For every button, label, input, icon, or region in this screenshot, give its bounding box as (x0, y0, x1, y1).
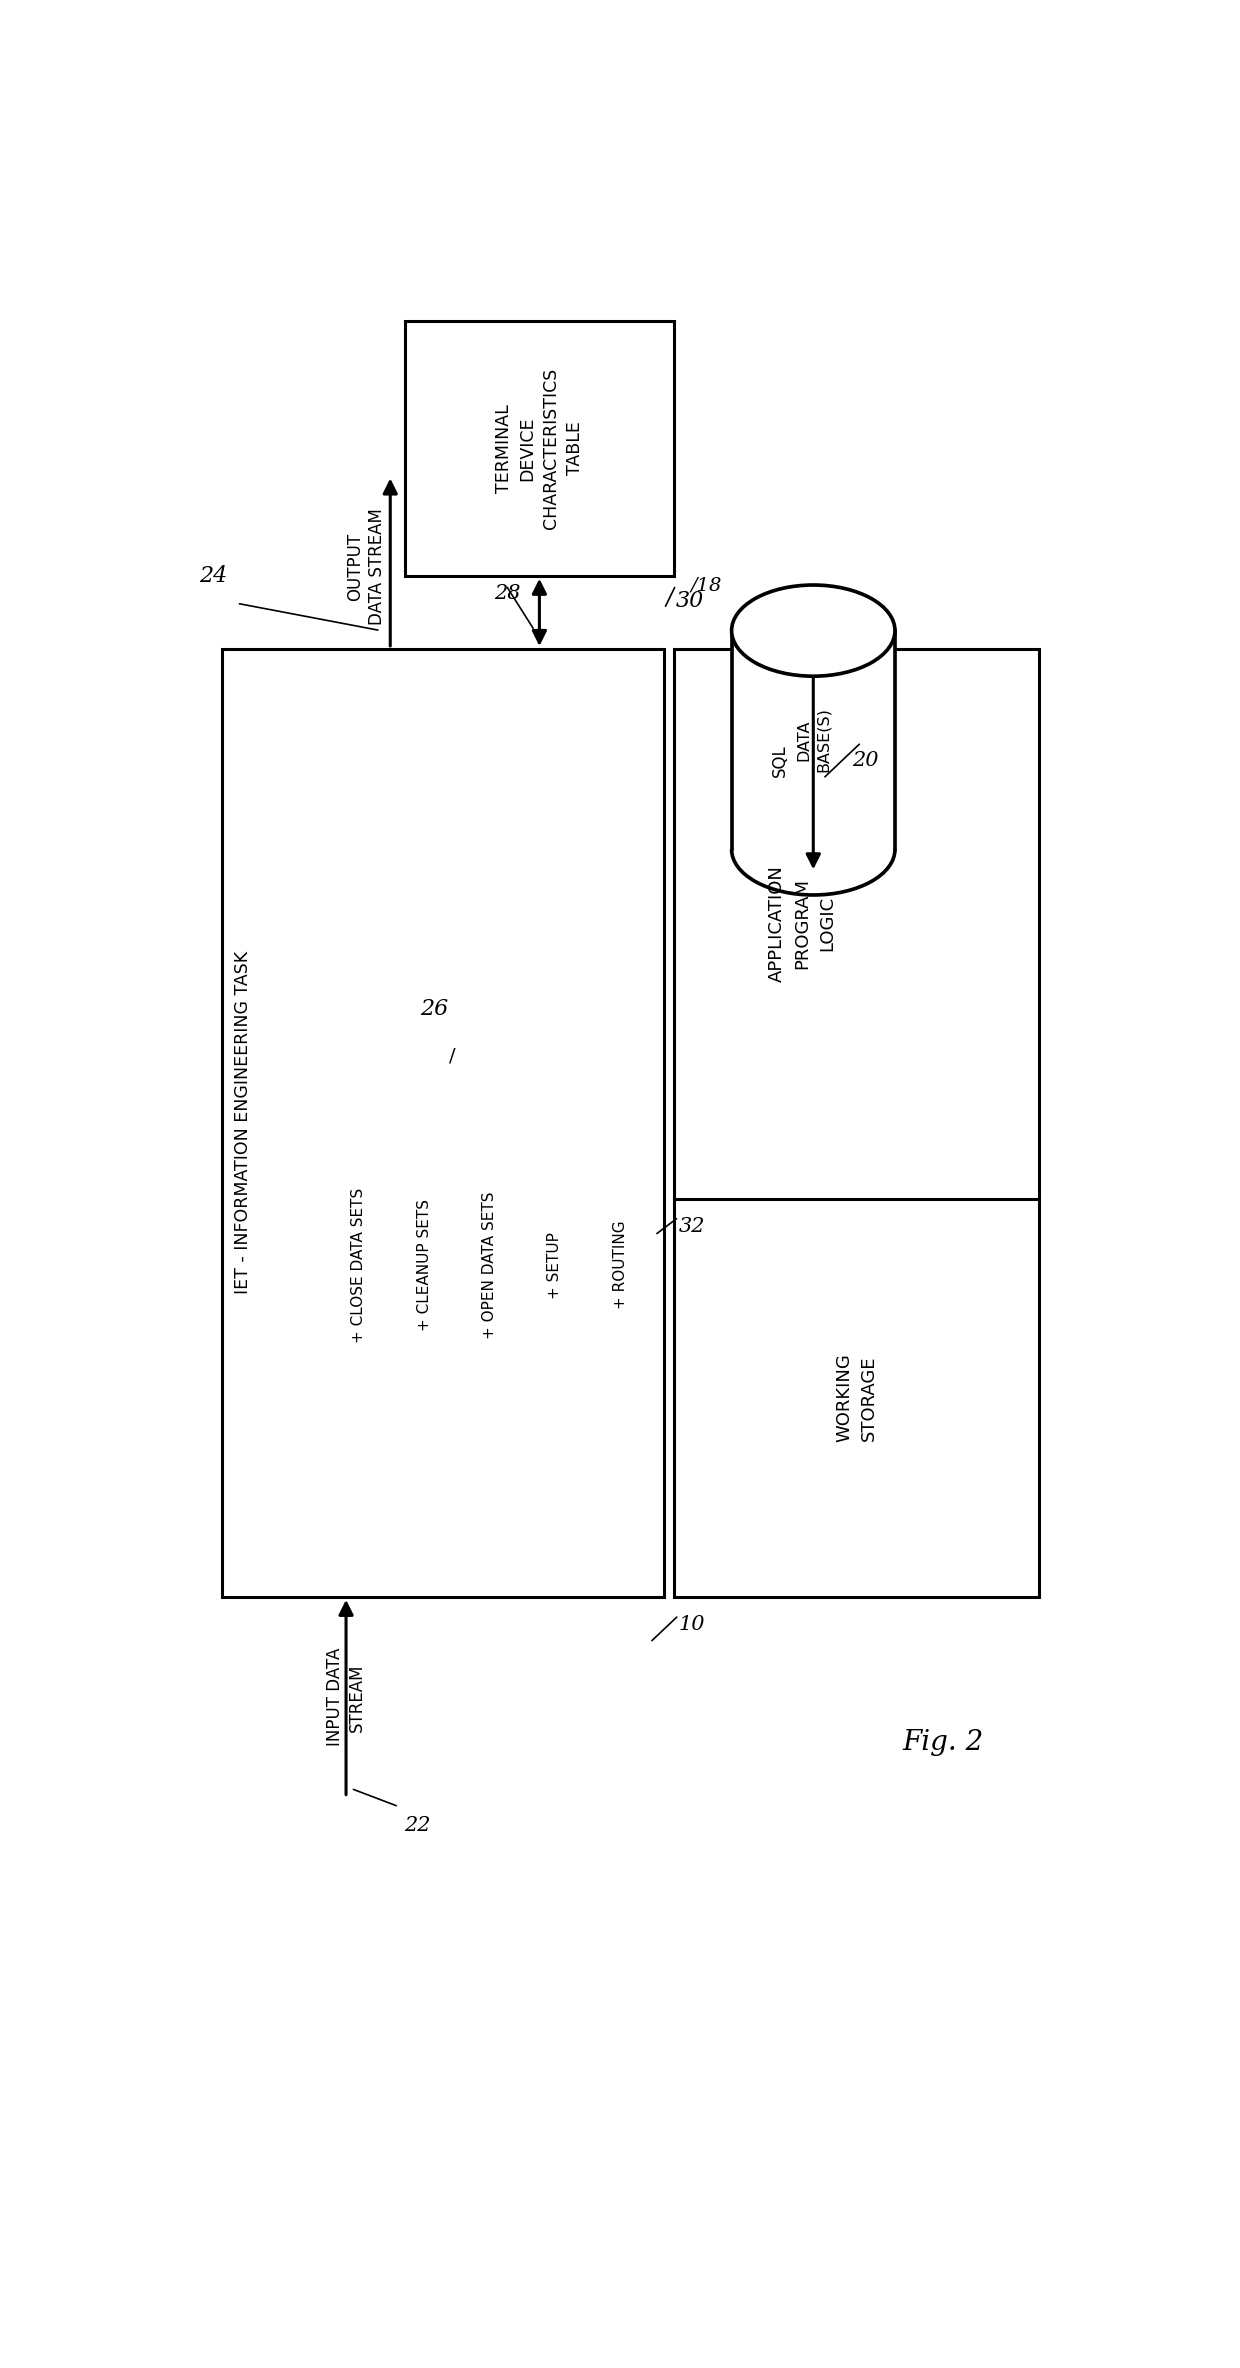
Text: + SETUP: + SETUP (547, 1231, 562, 1298)
Text: 30: 30 (676, 590, 704, 613)
Text: WORKING
STORAGE: WORKING STORAGE (835, 1354, 878, 1442)
Bar (675, 649, 1039, 1596)
Text: 20: 20 (852, 751, 878, 770)
Text: DATA
BASE(S): DATA BASE(S) (796, 708, 831, 772)
Text: /18: /18 (691, 575, 722, 594)
Bar (222, 649, 665, 1596)
Text: OUTPUT
DATA STREAM: OUTPUT DATA STREAM (346, 509, 387, 625)
Text: + CLEANUP SETS: + CLEANUP SETS (417, 1198, 432, 1331)
Text: IET - INFORMATION ENGINEERING TASK: IET - INFORMATION ENGINEERING TASK (234, 952, 253, 1295)
Text: APPLICATION
PROGRAM
LOGIC: APPLICATION PROGRAM LOGIC (768, 864, 836, 983)
Text: TERMINAL
DEVICE
CHARACTERISTICS
TABLE: TERMINAL DEVICE CHARACTERISTICS TABLE (495, 367, 584, 528)
Text: INPUT DATA
STREAM: INPUT DATA STREAM (326, 1648, 366, 1748)
Text: /: / (449, 1047, 455, 1066)
Bar (404, 320, 675, 575)
Text: 28: 28 (494, 585, 521, 604)
Text: 24: 24 (198, 566, 227, 587)
Ellipse shape (732, 585, 895, 677)
Text: 32: 32 (678, 1217, 706, 1236)
Bar (732, 630, 895, 850)
Text: + OPEN DATA SETS: + OPEN DATA SETS (482, 1191, 497, 1338)
Text: + CLOSE DATA SETS: + CLOSE DATA SETS (351, 1186, 366, 1343)
Text: 22: 22 (404, 1816, 430, 1835)
Text: + ROUTING: + ROUTING (613, 1222, 627, 1310)
Text: 26: 26 (420, 999, 449, 1021)
Text: SQL: SQL (771, 744, 789, 777)
Text: 10: 10 (678, 1615, 706, 1634)
Text: Fig. 2: Fig. 2 (903, 1729, 983, 1757)
